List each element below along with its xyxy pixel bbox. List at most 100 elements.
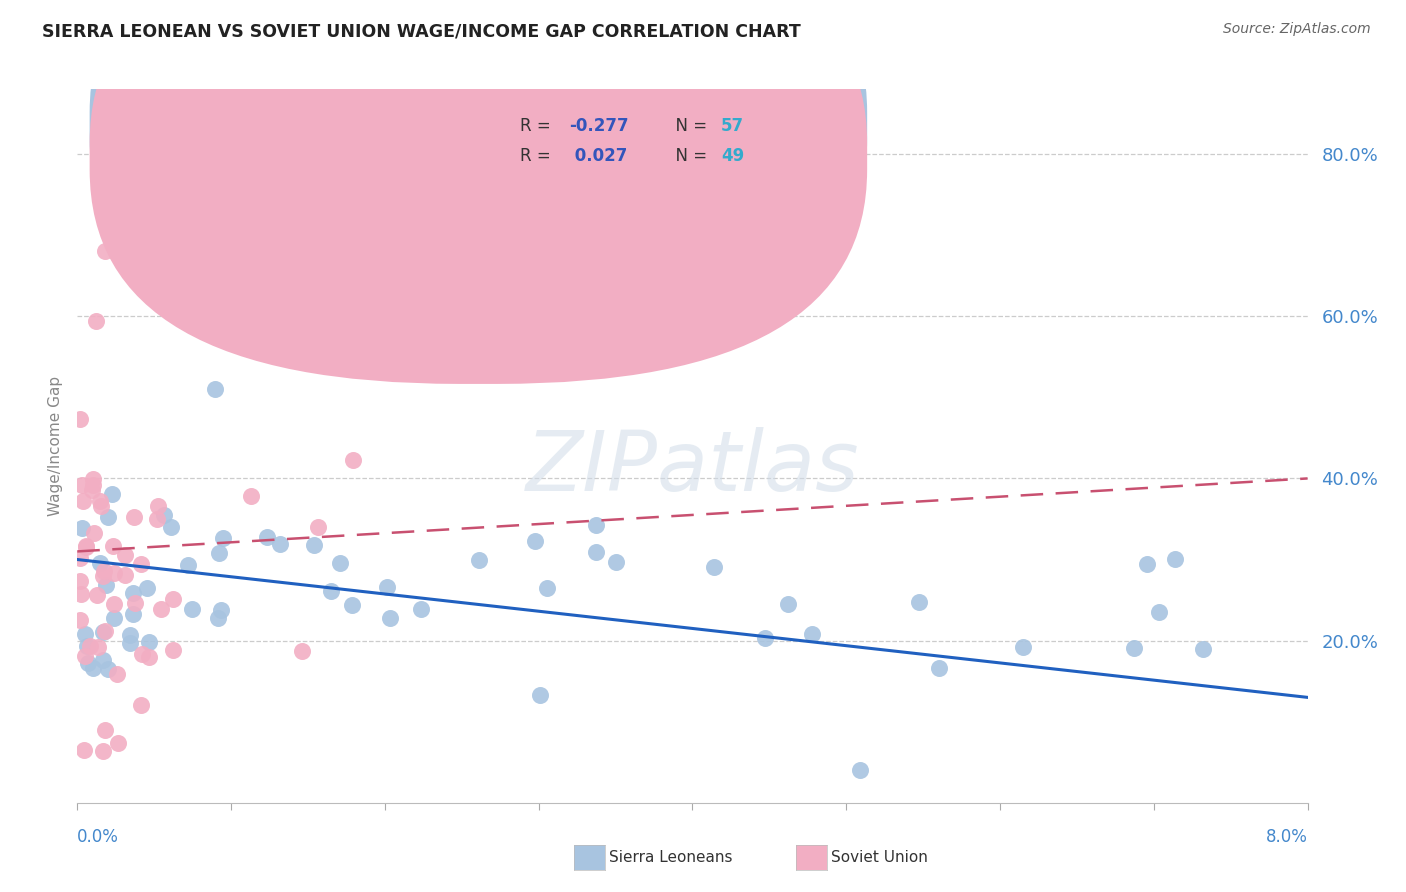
Point (212, 531, 235, 545)
Point (69, 550, 91, 565)
Point (89, 494, 111, 508)
Point (93, 652, 115, 666)
Point (86, 588, 108, 602)
Point (585, 545, 607, 559)
Point (340, 598, 363, 612)
Point (114, 567, 136, 582)
Point (94, 723, 117, 738)
Text: R =: R = (520, 147, 557, 165)
Text: 0.0%: 0.0% (77, 828, 120, 846)
Point (97, 509, 120, 524)
Point (342, 453, 364, 467)
Point (73, 743, 96, 757)
Point (87, 640, 110, 655)
Point (801, 626, 824, 640)
Point (908, 595, 931, 609)
Point (93, 624, 115, 638)
Point (209, 603, 232, 617)
Point (122, 586, 145, 600)
Point (177, 558, 200, 573)
Point (536, 581, 558, 595)
Text: N =: N = (665, 117, 713, 135)
Text: N =: N = (665, 147, 713, 165)
FancyBboxPatch shape (440, 103, 852, 178)
Point (302, 538, 325, 552)
Point (321, 583, 343, 598)
Point (70, 520, 93, 534)
Point (523, 534, 546, 549)
Text: SIERRA LEONEAN VS SOVIET UNION WAGE/INCOME GAP CORRELATION CHART: SIERRA LEONEAN VS SOVIET UNION WAGE/INCO… (42, 22, 801, 40)
Point (93, 625, 115, 640)
FancyBboxPatch shape (90, 0, 868, 384)
Point (120, 628, 142, 642)
Point (703, 560, 725, 574)
Point (75, 539, 97, 553)
Point (100, 487, 122, 501)
Point (848, 764, 870, 778)
Point (131, 647, 153, 661)
Point (89, 557, 111, 571)
Point (1122, 641, 1144, 656)
Text: R =: R = (520, 117, 557, 135)
Point (138, 635, 160, 649)
Text: 57: 57 (721, 117, 744, 135)
Point (149, 601, 172, 615)
Point (307, 520, 329, 534)
Point (91, 744, 114, 758)
Text: Source: ZipAtlas.com: Source: ZipAtlas.com (1223, 22, 1371, 37)
Point (69, 574, 91, 589)
Point (114, 548, 136, 562)
Y-axis label: Wage/Income Gap: Wage/Income Gap (48, 376, 63, 516)
Point (103, 611, 125, 625)
Point (776, 597, 799, 611)
Point (103, 597, 125, 611)
Point (153, 508, 176, 522)
Point (93, 564, 115, 578)
Point (103, 566, 125, 580)
Point (82, 472, 104, 486)
Point (180, 602, 202, 616)
Point (122, 509, 145, 524)
Point (75, 540, 97, 554)
Point (93, 569, 115, 583)
Point (375, 580, 398, 594)
Point (79, 640, 101, 654)
Text: ZIPatlas: ZIPatlas (526, 427, 859, 508)
Point (73, 627, 96, 641)
Point (138, 649, 160, 664)
Point (409, 601, 432, 615)
Point (94, 577, 117, 591)
Text: 0.027: 0.027 (569, 147, 628, 165)
Text: -0.277: -0.277 (569, 117, 628, 135)
Point (131, 557, 153, 571)
Point (291, 643, 314, 657)
Text: Sierra Leoneans: Sierra Leoneans (609, 850, 733, 864)
Text: Soviet Union: Soviet Union (831, 850, 928, 864)
Point (269, 537, 291, 551)
FancyBboxPatch shape (90, 0, 868, 353)
Point (82, 661, 104, 675)
Point (105, 667, 128, 681)
Point (136, 581, 159, 595)
Text: 49: 49 (721, 147, 744, 165)
Point (72, 494, 94, 508)
Point (83, 525, 105, 540)
Point (124, 596, 146, 610)
Point (129, 698, 152, 712)
Point (70, 478, 93, 492)
Point (90, 499, 112, 513)
Point (1147, 605, 1170, 619)
Point (97, 662, 120, 676)
Point (928, 661, 950, 675)
Point (69, 412, 91, 426)
Point (162, 642, 184, 657)
Point (207, 611, 229, 625)
Point (146, 499, 169, 513)
Point (94, 244, 117, 259)
Point (73, 648, 96, 663)
Point (1164, 551, 1187, 566)
Point (208, 545, 231, 559)
Point (160, 520, 183, 534)
Point (107, 736, 129, 750)
Point (1136, 557, 1159, 571)
